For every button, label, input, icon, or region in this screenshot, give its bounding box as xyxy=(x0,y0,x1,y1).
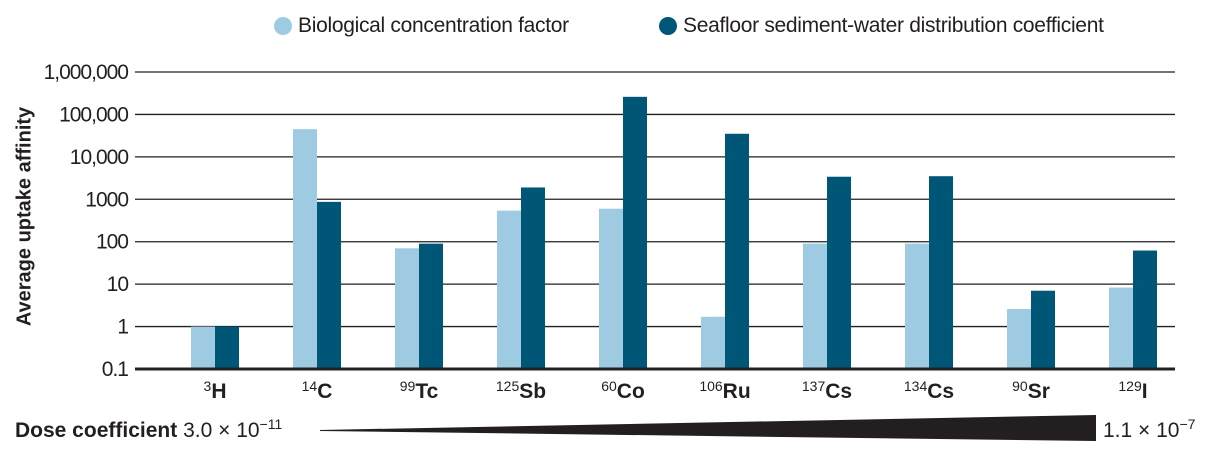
dose-low: Dose coefficient 3.0 × 10−11 xyxy=(15,416,282,443)
dose-gradient-wedge xyxy=(320,415,1096,441)
x-tick-label: 106Ru xyxy=(699,378,750,403)
bar-biological xyxy=(599,208,623,369)
x-tick-label: 3H xyxy=(204,378,227,403)
bar-biological xyxy=(293,129,317,369)
bar-biological xyxy=(191,326,215,369)
bar-seafloor xyxy=(521,187,545,369)
bar-seafloor xyxy=(1031,290,1055,369)
bar-biological xyxy=(395,248,419,369)
bar-biological xyxy=(497,210,521,369)
x-tick-label: 134Cs xyxy=(904,378,954,403)
y-tick-label: 100,000 xyxy=(59,103,128,126)
bar-seafloor xyxy=(1133,250,1157,369)
dose-label: Dose coefficient xyxy=(15,419,178,442)
y-tick-label: 0.1 xyxy=(102,358,129,381)
y-tick-label: 100 xyxy=(96,231,128,254)
y-tick-label: 10 xyxy=(107,273,129,296)
dose-high: 1.1 × 10−7 xyxy=(1103,416,1195,443)
bar-seafloor xyxy=(929,176,953,369)
legend-label: Biological concentration factor xyxy=(298,14,569,37)
y-tick-label: 10,000 xyxy=(70,146,129,169)
y-tick-label: 1 xyxy=(117,316,128,339)
bar-biological xyxy=(701,316,725,369)
y-tick-label: 1,000,000 xyxy=(44,61,129,84)
bar-seafloor xyxy=(623,96,647,370)
bar-seafloor xyxy=(725,133,749,369)
legend-item-biological: Biological concentration factor xyxy=(274,14,569,38)
x-tick-label: 137Cs xyxy=(802,378,852,403)
bar-seafloor xyxy=(317,201,341,369)
dose-low-value: 3.0 × 10 xyxy=(183,419,260,442)
bar-biological xyxy=(803,243,827,369)
x-tick-label: 125Sb xyxy=(496,378,546,403)
legend-item-seafloor: Seafloor sediment-water distribution coe… xyxy=(659,14,1104,38)
bar-seafloor xyxy=(215,326,239,369)
legend-swatch-dark xyxy=(659,17,677,35)
legend-swatch-light xyxy=(274,17,292,35)
bar-seafloor xyxy=(827,176,851,369)
x-tick-label: 90Sr xyxy=(1012,378,1050,403)
dose-low-exp: −11 xyxy=(259,416,283,432)
x-tick-label: 60Co xyxy=(601,378,645,403)
x-tick-label: 14C xyxy=(302,378,333,403)
bar-biological xyxy=(1109,287,1133,369)
x-tick-label: 129I xyxy=(1118,378,1147,403)
dose-high-value: 1.1 × 10 xyxy=(1103,419,1180,442)
dose-high-exp: −7 xyxy=(1179,416,1196,432)
x-tick-label: 99Tc xyxy=(400,378,439,403)
bar-seafloor xyxy=(419,243,443,369)
bar-biological xyxy=(1007,308,1031,369)
legend-label: Seafloor sediment-water distribution coe… xyxy=(683,14,1104,37)
y-tick-label: 1000 xyxy=(85,188,128,211)
bar-biological xyxy=(905,243,929,369)
